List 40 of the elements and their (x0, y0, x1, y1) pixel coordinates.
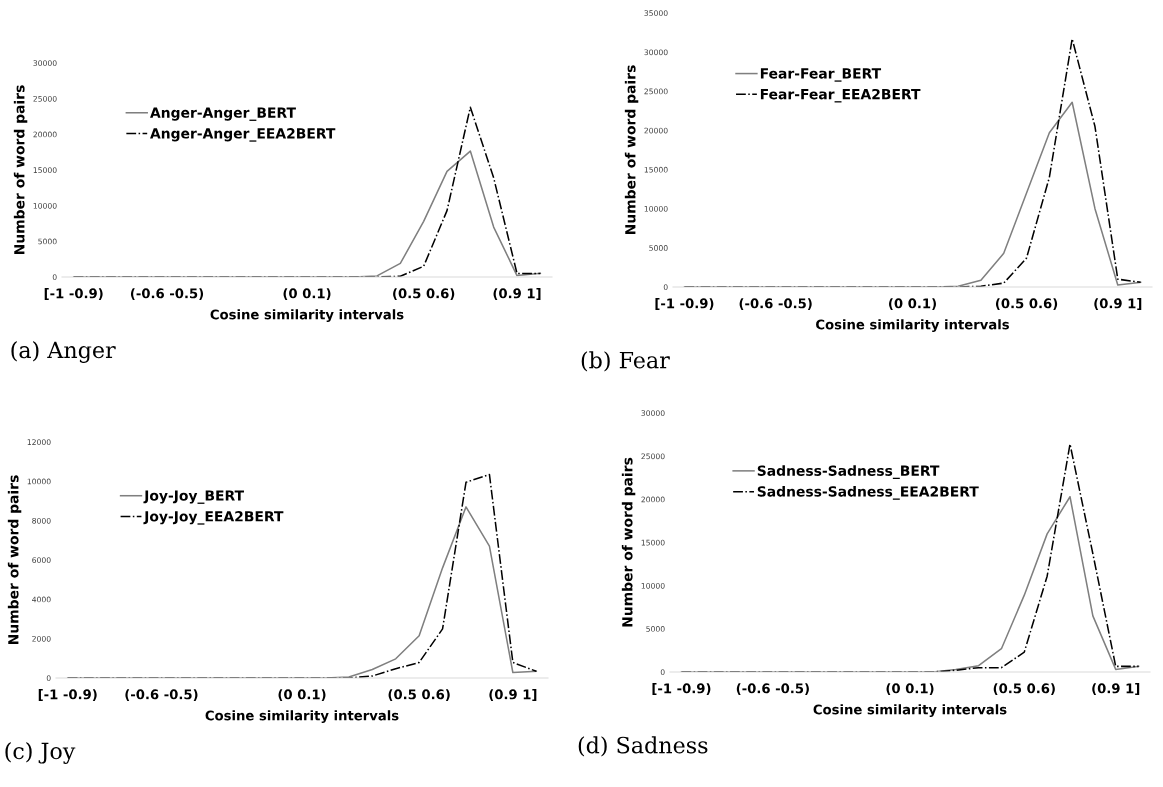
x-tick-label: (0.5 0.6) (993, 683, 1055, 695)
x-axis-title: Cosine similarity intervals (816, 319, 1009, 333)
x-tick-label: (-0.6 -0.5) (125, 689, 198, 701)
x-tick-label: (0 0.1) (889, 298, 936, 310)
x-tick-label: (0 0.1) (278, 689, 326, 701)
x-tick-label: (0.5 0.6) (388, 689, 450, 701)
x-tick-label: [-1 -0.9) (655, 298, 714, 310)
text: (d) Sadness (578, 736, 708, 757)
x-tick-label: (0.9 1] (1092, 683, 1140, 695)
x-tick-label: (0.9 1] (493, 288, 541, 300)
y-axis-title: Number of word pairs (621, 457, 636, 627)
x-tick-label: [-1 -0.9) (38, 689, 97, 701)
legend-label: Fear-Fear_EEA2BERT (760, 88, 921, 103)
x-tick-label: (0 0.1) (886, 683, 934, 695)
x-axis-title: Cosine similarity intervals (205, 710, 399, 724)
x-tick-label: [-1 -0.9) (652, 683, 711, 695)
y-axis-title: Number of word pairs (13, 85, 28, 255)
y-axis-title: Number of word pairs (7, 475, 22, 645)
x-axis-title: Cosine similarity intervals (813, 704, 1007, 718)
x-tick-label: (0.9 1] (489, 689, 537, 701)
legend-label: Anger-Anger_BERT (150, 107, 296, 121)
legend-label: Sadness-Sadness_EEA2BERT (757, 485, 979, 500)
legend-label: Joy-Joy_BERT (143, 490, 244, 504)
text: (b) Fear (581, 351, 670, 372)
x-tick-label: (-0.6 -0.5) (736, 683, 809, 695)
x-tick-label: [-1 -0.9) (44, 288, 103, 300)
x-tick-label: (-0.6 -0.5) (130, 288, 204, 300)
text: (c) Joy (5, 742, 76, 764)
x-tick-label: (0 0.1) (283, 288, 331, 300)
x-axis-title: Cosine similarity intervals (210, 309, 404, 323)
legend-label: Joy-Joy_EEA2BERT (143, 511, 284, 525)
x-tick-label: (0.5 0.6) (393, 288, 455, 300)
legend-label: Sadness-Sadness_BERT (757, 465, 940, 479)
x-tick-label: (0.9 1] (1094, 298, 1142, 310)
text: (a) Anger (11, 341, 116, 363)
x-tick-label: (-0.6 -0.5) (739, 298, 812, 310)
y-axis-title: Number of word pairs (624, 65, 639, 235)
x-tick-label: (0.5 0.6) (995, 298, 1058, 310)
legend-label: Fear-Fear_BERT (760, 68, 882, 82)
legend-label: Anger-Anger_EEA2BERT (150, 128, 336, 142)
